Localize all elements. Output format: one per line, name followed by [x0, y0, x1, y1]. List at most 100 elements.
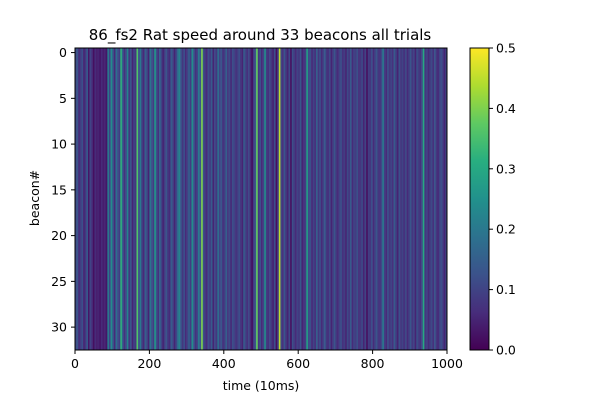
heatmap-column: [107, 48, 110, 350]
heatmap-column: [141, 48, 144, 350]
heatmap-column: [146, 48, 149, 350]
heatmap-column: [223, 48, 226, 350]
heatmap-column: [196, 48, 199, 350]
heatmap-column: [102, 48, 105, 350]
heatmap-column: [294, 48, 297, 350]
heatmap-column: [409, 48, 412, 350]
heatmap-column: [133, 48, 136, 350]
heatmap-column: [112, 48, 115, 350]
heatmap-column: [346, 48, 349, 350]
heatmap-column: [129, 48, 132, 350]
x-tick-label: 200: [137, 356, 161, 371]
colorbar-tick-label: 0.2: [496, 222, 516, 237]
heatmap-column: [231, 48, 234, 350]
heatmap-column: [84, 48, 87, 350]
heatmap-column: [327, 48, 330, 350]
heatmap-column: [358, 48, 360, 350]
y-tick-label: 0: [59, 45, 67, 60]
heatmap-column: [285, 48, 288, 350]
heatmap-column: [298, 48, 301, 350]
heatmap-column: [241, 48, 244, 350]
heatmap-column: [396, 48, 399, 350]
heatmap-column: [212, 48, 215, 350]
heatmap-column: [199, 48, 202, 350]
heatmap-column: [354, 48, 357, 350]
heatmap-column: [398, 48, 401, 350]
heatmap-column: [299, 48, 302, 350]
heatmap-column: [277, 48, 280, 350]
heatmap-column: [249, 48, 252, 350]
heatmap-column: [437, 48, 440, 350]
heatmap-column: [167, 48, 170, 350]
heatmap-column: [165, 48, 168, 350]
heatmap-column: [176, 48, 179, 350]
heatmap-column: [138, 48, 140, 350]
heatmap-column: [162, 48, 165, 350]
heatmap-column: [375, 48, 378, 350]
heatmap-column: [168, 48, 171, 350]
y-tick-label: 30: [51, 320, 67, 335]
heatmap-column: [324, 48, 326, 350]
heatmap-column: [91, 48, 94, 350]
heatmap-column: [366, 48, 369, 350]
heatmap-column: [273, 48, 276, 350]
heatmap-column: [155, 48, 158, 350]
heatmap-column: [243, 48, 246, 350]
colorbar-tick-label: 0.1: [496, 282, 516, 297]
heatmap-column: [270, 48, 273, 350]
heatmap-column: [252, 48, 255, 350]
heatmap-column: [188, 48, 191, 350]
heatmap-column: [126, 48, 129, 350]
heatmap-column: [417, 48, 420, 350]
heatmap-column: [175, 48, 178, 350]
x-tick-label: 1000: [431, 356, 463, 371]
heatmap-column: [217, 48, 220, 350]
y-axis-ticks: 0 5 10 15 20 25 30: [51, 45, 75, 335]
heatmap-column: [204, 48, 207, 350]
heatmap-column: [430, 48, 433, 350]
heatmap-column: [340, 48, 343, 350]
heatmap-column: [235, 48, 238, 350]
heatmap-column: [207, 48, 210, 350]
heatmap-column: [115, 48, 118, 350]
heatmap-column: [81, 48, 84, 350]
heatmap-column: [246, 48, 249, 350]
heatmap-column: [256, 48, 259, 350]
y-axis-label: beacon#: [27, 170, 42, 226]
heatmap-column: [251, 48, 254, 350]
heatmap-column: [395, 48, 398, 350]
heatmap-column: [414, 48, 417, 350]
heatmap-column: [278, 48, 281, 350]
heatmap-column: [272, 48, 275, 350]
heatmap-column: [413, 48, 415, 350]
heatmap-column: [291, 48, 294, 350]
heatmap-column: [86, 48, 89, 350]
heatmap-column: [345, 48, 348, 350]
heatmap-column: [311, 48, 314, 350]
heatmap-column: [328, 48, 331, 350]
heatmap-column: [390, 48, 393, 350]
heatmap-column: [75, 48, 77, 350]
heatmap-column: [293, 48, 296, 350]
heatmap-column: [89, 48, 92, 350]
heatmap-column: [100, 48, 103, 350]
heatmap-column: [301, 48, 304, 350]
heatmap-column: [193, 48, 195, 350]
heatmap-column: [374, 48, 377, 350]
heatmap-column: [104, 48, 107, 350]
heatmap-column: [406, 48, 409, 350]
heatmap-column: [136, 48, 139, 350]
heatmap-column: [283, 48, 286, 350]
heatmap-column: [173, 48, 176, 350]
heatmap-column: [314, 48, 317, 350]
heatmap-column: [154, 48, 157, 350]
heatmap-column: [290, 48, 293, 350]
heatmap-column: [427, 48, 430, 350]
heatmap-column: [338, 48, 341, 350]
heatmap-column: [309, 48, 312, 350]
y-tick-label: 25: [51, 274, 67, 289]
heatmap-column: [312, 48, 315, 350]
heatmap-column: [238, 48, 241, 350]
heatmap-column: [261, 48, 263, 350]
heatmap-column: [330, 48, 333, 350]
